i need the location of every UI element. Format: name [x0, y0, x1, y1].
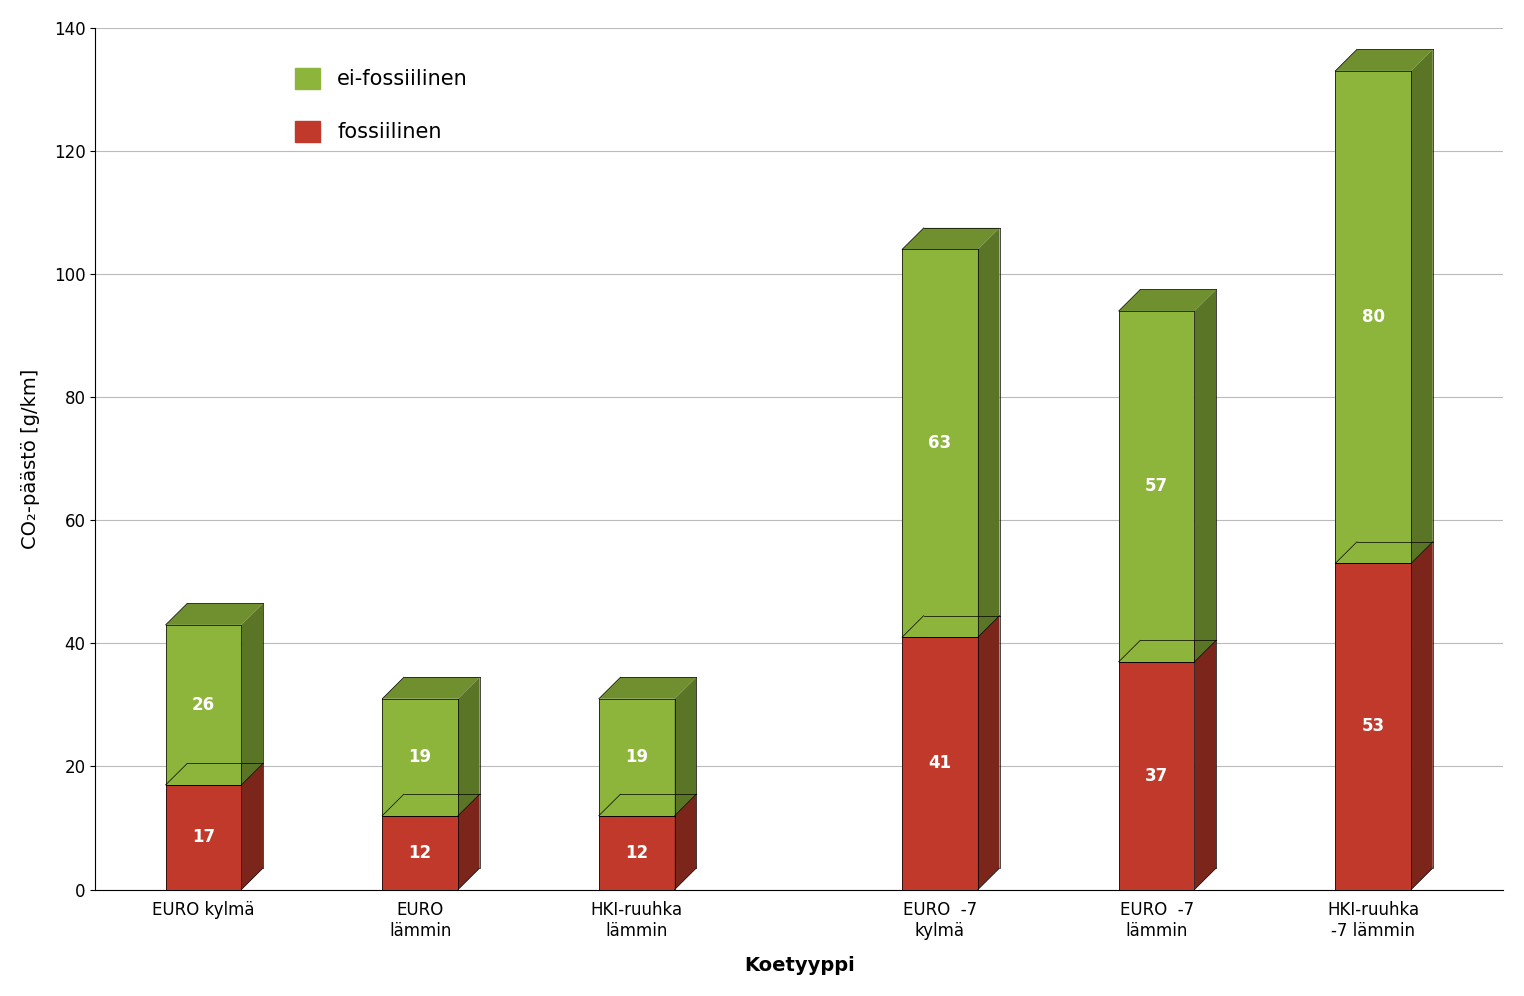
Text: 53: 53: [1361, 717, 1385, 735]
Text: 57: 57: [1145, 477, 1169, 495]
Text: 26: 26: [192, 696, 215, 714]
Text: 12: 12: [408, 844, 431, 862]
Text: 19: 19: [625, 748, 648, 766]
Polygon shape: [599, 816, 675, 889]
Polygon shape: [1119, 661, 1195, 889]
Polygon shape: [383, 699, 459, 816]
Text: 37: 37: [1145, 767, 1169, 785]
Polygon shape: [166, 604, 264, 624]
Polygon shape: [1411, 50, 1433, 564]
Polygon shape: [383, 677, 480, 699]
Polygon shape: [166, 785, 241, 889]
Polygon shape: [1195, 290, 1216, 661]
Polygon shape: [675, 677, 696, 816]
Text: 41: 41: [928, 754, 951, 773]
Polygon shape: [1119, 311, 1195, 661]
Polygon shape: [383, 816, 459, 889]
Polygon shape: [902, 637, 978, 889]
Polygon shape: [599, 677, 696, 699]
Polygon shape: [902, 616, 1000, 637]
Polygon shape: [599, 699, 675, 816]
Text: 63: 63: [928, 434, 951, 452]
Polygon shape: [978, 228, 1000, 637]
Polygon shape: [1335, 542, 1433, 564]
Text: 12: 12: [625, 844, 648, 862]
Polygon shape: [1335, 564, 1411, 889]
Polygon shape: [599, 794, 696, 816]
Polygon shape: [459, 677, 480, 816]
Polygon shape: [1335, 50, 1433, 71]
Polygon shape: [902, 249, 978, 637]
Polygon shape: [1119, 640, 1216, 661]
Polygon shape: [166, 624, 241, 785]
Polygon shape: [675, 794, 696, 889]
Polygon shape: [459, 794, 480, 889]
Polygon shape: [1119, 290, 1216, 311]
Polygon shape: [1411, 542, 1433, 889]
Polygon shape: [166, 763, 264, 785]
Legend: ei-fossiilinen, fossiilinen: ei-fossiilinen, fossiilinen: [274, 47, 489, 163]
Polygon shape: [1335, 71, 1411, 564]
Polygon shape: [241, 604, 264, 785]
Polygon shape: [383, 794, 480, 816]
Polygon shape: [978, 616, 1000, 889]
Text: 17: 17: [192, 829, 215, 847]
Polygon shape: [1195, 640, 1216, 889]
Y-axis label: CO₂-päästö [g/km]: CO₂-päästö [g/km]: [21, 369, 40, 549]
Text: 80: 80: [1362, 308, 1385, 326]
Text: 19: 19: [408, 748, 431, 766]
Polygon shape: [902, 228, 1000, 249]
Polygon shape: [241, 763, 264, 889]
X-axis label: Koetyyppi: Koetyyppi: [744, 956, 855, 975]
